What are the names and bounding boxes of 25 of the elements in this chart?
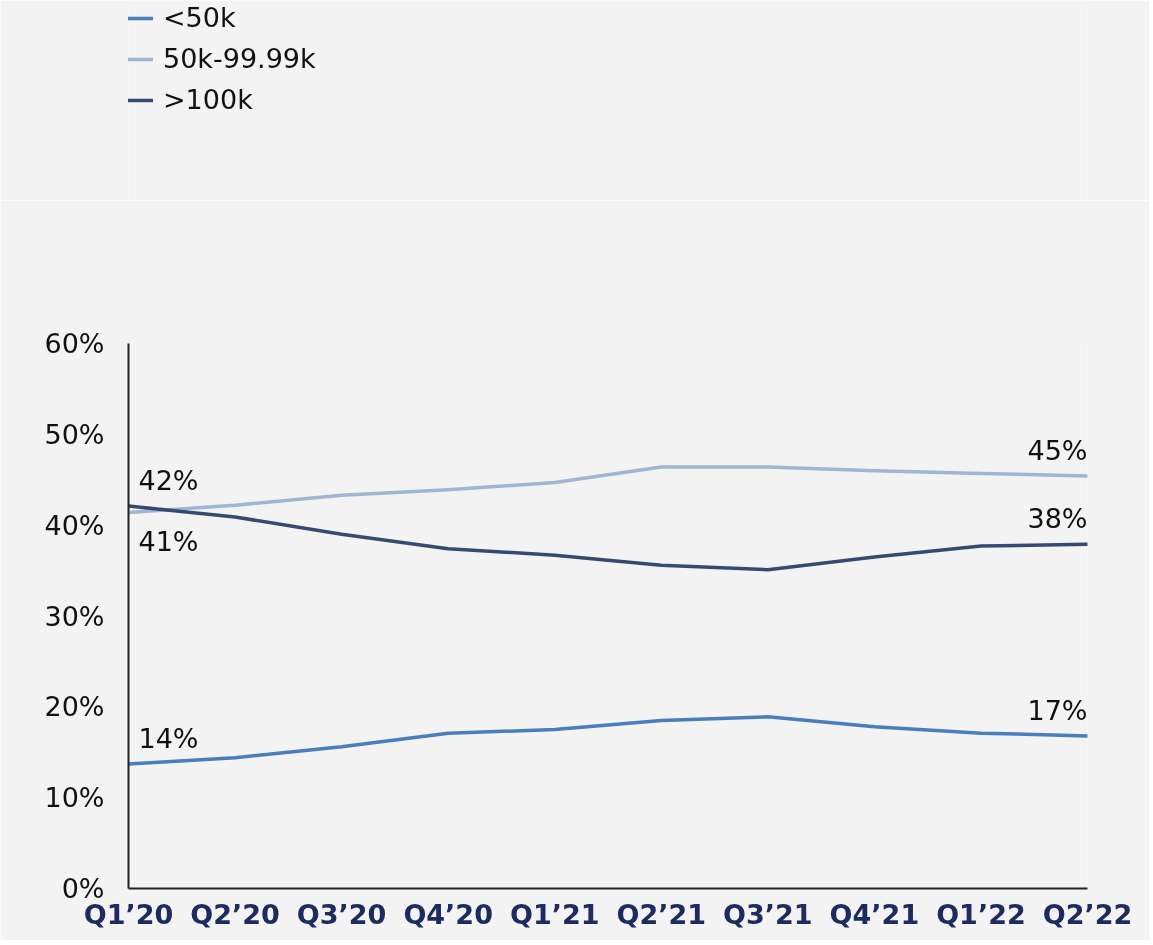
data-label: 14% [138, 723, 199, 755]
x-tick-label: Q3’21 [723, 898, 813, 930]
x-tick-label: Q4’20 [403, 898, 493, 930]
data-label: 38% [1027, 503, 1088, 535]
x-tick-label: Q2’21 [616, 898, 707, 930]
x-tick-label: Q1’21 [509, 898, 600, 930]
data-label: 42% [138, 465, 199, 497]
x-tick-label: Q2’22 [1042, 898, 1133, 930]
legend-label: <50k [163, 4, 236, 33]
data-label: 45% [1027, 435, 1088, 467]
y-tick-label: 20% [44, 691, 105, 723]
line-series [128, 504, 1088, 572]
x-tick-label: Q1’22 [936, 898, 1026, 930]
y-tick-label: 50% [44, 418, 105, 450]
data-label: 41% [138, 526, 199, 558]
x-tick-label: Q3’20 [296, 898, 387, 930]
y-tick-label: 40% [44, 509, 105, 541]
y-tick-label: 10% [44, 782, 105, 814]
y-tick-label: 60% [44, 328, 105, 359]
data-label: 17% [1027, 694, 1088, 726]
x-tick-label: Q2’20 [190, 898, 280, 930]
legend-label: 50k-99.99k [163, 43, 316, 74]
legend-label: >100k [163, 84, 253, 115]
y-tick-label: 30% [44, 600, 105, 632]
x-tick-label: Q4’21 [829, 898, 920, 930]
